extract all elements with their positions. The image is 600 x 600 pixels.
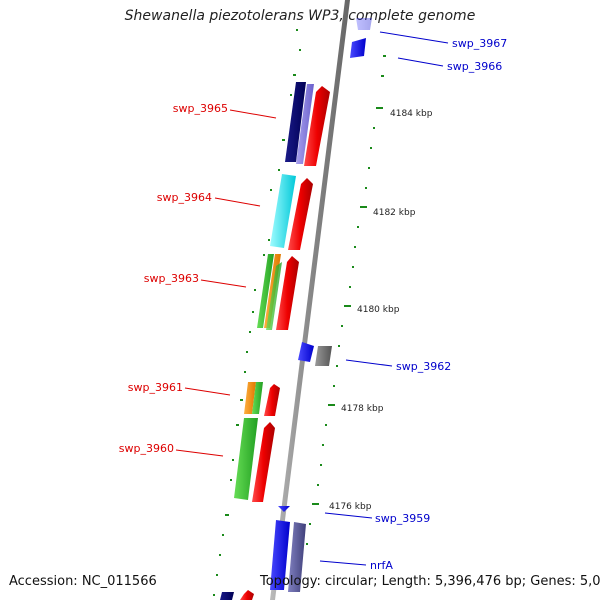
label-swp_3962[interactable]: swp_3962 [396, 360, 451, 373]
gene-swp_3961-red[interactable] [264, 384, 280, 416]
accession-text: Accession: NC_011566 [9, 574, 157, 589]
gene-swp_3963-green-b[interactable] [266, 262, 282, 330]
gene-swp_3963-green-a[interactable] [257, 254, 274, 328]
label-swp_3960[interactable]: swp_3960 [119, 442, 174, 455]
gene-swp_3966[interactable] [350, 38, 366, 58]
right-leader-lines [319, 31, 449, 566]
gene-swp_3967[interactable] [356, 18, 372, 30]
gene-swp_3963-red[interactable] [276, 256, 299, 330]
label-swp_3965[interactable]: swp_3965 [173, 102, 228, 115]
kbp-label-4178: 4178 kbp [341, 404, 384, 414]
kbp-label-4184: 4184 kbp [390, 109, 433, 119]
inner-tick-track [213, 74, 296, 596]
topology-summary: Topology: circular; Length: 5,396,476 bp… [260, 574, 600, 589]
kbp-label-4176: 4176 kbp [329, 502, 372, 512]
label-swp_3961[interactable]: swp_3961 [128, 381, 183, 394]
gene-bottom-navy[interactable] [220, 592, 234, 600]
gene-swp_3964-cyan[interactable] [270, 174, 296, 248]
gene-swp_3964-red[interactable] [288, 178, 313, 250]
label-swp_3967[interactable]: swp_3967 [452, 37, 507, 50]
label-swp_3966[interactable]: swp_3966 [447, 60, 502, 73]
gene-swp_3959[interactable] [278, 506, 290, 512]
outer-tick-track [296, 29, 386, 545]
gene-swp_3965-red[interactable] [304, 86, 330, 166]
gene-swp_3965-lavender[interactable] [296, 84, 314, 164]
gene-nrfA-blue[interactable] [270, 520, 290, 590]
label-nrfA[interactable]: nrfA [370, 559, 393, 572]
gene-nrfA-slate[interactable] [288, 522, 306, 592]
gene-swp_3962-blue[interactable] [298, 342, 314, 362]
gene-swp_3962-gray[interactable] [315, 346, 332, 366]
label-swp_3963[interactable]: swp_3963 [144, 272, 199, 285]
gene-swp_3961-green[interactable] [252, 382, 263, 414]
gene-bottom-red[interactable] [240, 590, 254, 600]
gene-swp_3965-navy[interactable] [285, 82, 306, 162]
map-title: Shewanella piezotolerans WP3, complete g… [124, 8, 476, 24]
label-swp_3964[interactable]: swp_3964 [157, 191, 212, 204]
left-leader-lines [175, 109, 277, 457]
kbp-label-4182: 4182 kbp [373, 208, 416, 218]
genome-backbone [270, 0, 350, 600]
gene-swp_3960-red[interactable] [252, 422, 275, 502]
gene-swp_3960-green[interactable] [234, 418, 258, 500]
label-swp_3959[interactable]: swp_3959 [375, 512, 430, 525]
kbp-label-4180: 4180 kbp [357, 305, 400, 315]
